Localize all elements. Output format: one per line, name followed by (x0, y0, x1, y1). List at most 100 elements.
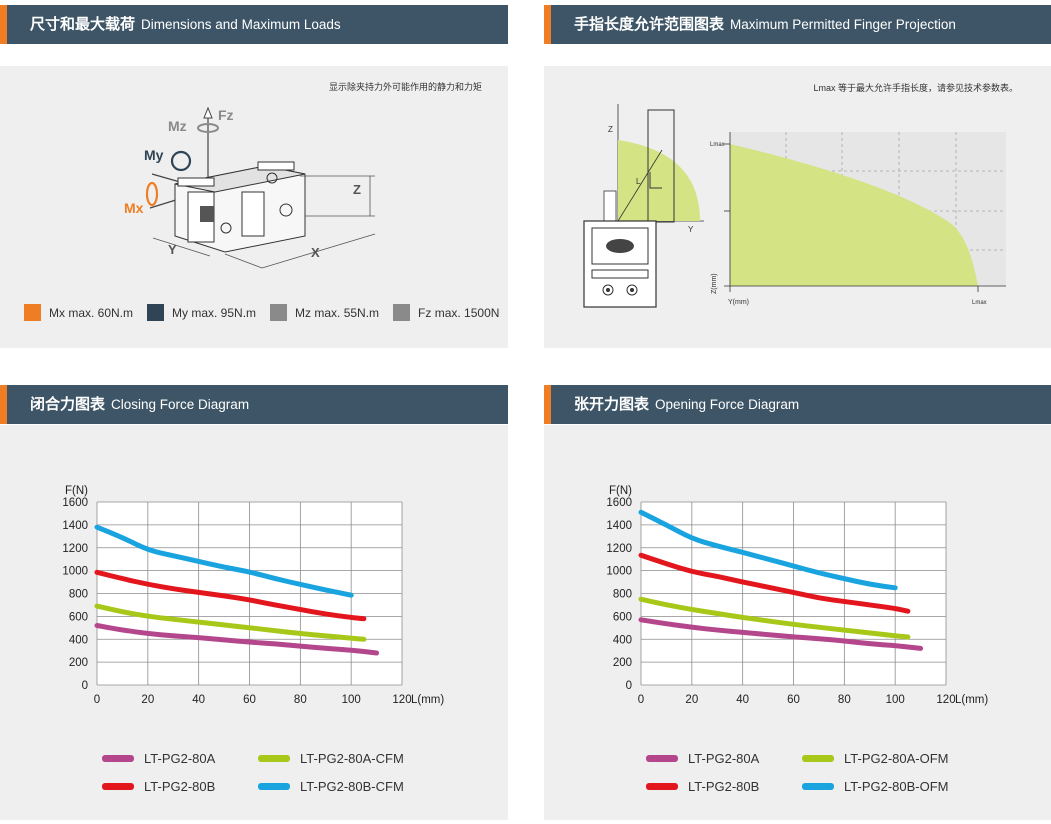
y-axis-label: F(N) (609, 485, 632, 497)
x-tick-label: 120 (936, 694, 955, 706)
closing-title-en: Closing Force Diagram (111, 397, 250, 412)
finger-note: Lmax 等于最大允许手指长度，请参见技术参数表。 (813, 82, 1018, 93)
header-accent (0, 5, 7, 44)
legend-item-80b-cfm: LT-PG2-80B-CFM (258, 779, 404, 794)
finger-y-label: Y (688, 225, 694, 234)
x-dim-label: X (311, 245, 320, 260)
my-legend-label: My max. 95N.m (172, 305, 257, 320)
finger-l-label: L (636, 177, 641, 186)
x-tick-label: 40 (192, 694, 205, 706)
y-axis-label: F(N) (65, 485, 88, 497)
series-line-lt-pg2-80b-ofm (638, 509, 898, 591)
closing-panel: 0 200 400 600 800 1000 1200 1400 1600 0 20 40 60 80 10… (0, 425, 508, 820)
legend-item-80a: LT-PG2-80A (102, 751, 215, 766)
dimensions-panel: 显示除夹持力外可能作用的静力和力矩 Mz Fz My Mx Z Y (0, 66, 508, 348)
x-tick-label: 100 (342, 694, 361, 706)
y-tick-label: 800 (613, 589, 632, 601)
gripper-iso-drawing: 显示除夹持力外可能作用的静力和力矩 Mz Fz My Mx Z Y (124, 81, 482, 269)
y-tick-label: 0 (82, 680, 88, 692)
z-dim-label: Z (353, 182, 361, 197)
legend-swatch (258, 755, 290, 762)
dimensions-title-cn: 尺寸和最大载荷 (30, 16, 136, 33)
mz-legend-label: Mz max. 55N.m (295, 305, 380, 320)
y-tick-label: 1400 (62, 520, 88, 532)
legend-label: LT-PG2-80B (144, 779, 216, 794)
legend-swatch (802, 783, 834, 790)
header-accent (0, 385, 7, 424)
legend-label: LT-PG2-80A (688, 751, 760, 766)
x-tick-label: 40 (736, 694, 749, 706)
finger-title-cn: 手指长度允许范围图表 (574, 16, 725, 33)
legend-swatch (258, 783, 290, 790)
legend-item-80b: LT-PG2-80B (102, 779, 215, 794)
legend-item-80a-ofm: LT-PG2-80A-OFM (802, 751, 949, 766)
finger-title-en: Maximum Permitted Finger Projection (730, 17, 956, 32)
opening-force-chart: 0 200 400 600 800 1000 1200 1400 1600 0 20 40 60 80 10… (606, 485, 988, 706)
mz-legend-swatch (270, 304, 288, 321)
loads-legend: Mx max. 60N.m My max. 95N.m Mz max. 55N.… (24, 304, 499, 321)
y-tick-label: 1000 (606, 566, 632, 578)
legend-label: LT-PG2-80A-OFM (844, 751, 949, 766)
y-tick-label: 1600 (606, 497, 632, 509)
x-tick-label: 0 (638, 694, 644, 706)
opening-title-en: Opening Force Diagram (655, 397, 800, 412)
series-line-lt-pg2-80a (638, 617, 924, 651)
legend-swatch (802, 755, 834, 762)
closing-header: 闭合力图表 Closing Force Diagram (0, 385, 508, 424)
fz-label: Fz (218, 107, 234, 123)
legend-label: LT-PG2-80B-CFM (300, 779, 404, 794)
y-tick-label: 1200 (606, 543, 632, 555)
legend-swatch (646, 755, 678, 762)
legend-swatch (646, 783, 678, 790)
closing-title-cn: 闭合力图表 (30, 396, 106, 413)
dimensions-header: 尺寸和最大载荷 Dimensions and Maximum Loads (0, 5, 508, 44)
y-tick-label: 600 (613, 611, 632, 623)
legend-label: LT-PG2-80A-CFM (300, 751, 404, 766)
legend-label: LT-PG2-80B-OFM (844, 779, 949, 794)
series-line-lt-pg2-80a-ofm (638, 596, 911, 640)
z-mm-label: Z(mm) (711, 273, 718, 294)
legend-swatch (102, 783, 134, 790)
my-legend-swatch (147, 304, 165, 321)
y-dim-label: Y (168, 242, 177, 257)
mx-legend-label: Mx max. 60N.m (49, 305, 134, 320)
series-line-lt-pg2-80b-cfm (94, 524, 354, 598)
y-tick-label: 1600 (62, 497, 88, 509)
finger-projection-drawing: Lmax 等于最大允许手指长度，请参见技术参数表。 Z Y L (583, 82, 1018, 308)
y-tick-label: 1000 (62, 566, 88, 578)
header-accent (544, 385, 551, 424)
legend-label: LT-PG2-80A (144, 751, 216, 766)
finger-header: 手指长度允许范围图表 Maximum Permitted Finger Proje… (544, 5, 1051, 44)
legend-label: LT-PG2-80B (688, 779, 760, 794)
legend-item-80b: LT-PG2-80B (646, 779, 759, 794)
x-axis-label: L(mm) (411, 694, 444, 706)
dimensions-note: 显示除夹持力外可能作用的静力和力矩 (329, 81, 482, 92)
y-tick-label: 200 (613, 657, 632, 669)
legend-item-80a-cfm: LT-PG2-80A-CFM (258, 751, 404, 766)
x-tick-label: 0 (94, 694, 100, 706)
y-tick-label: 800 (69, 589, 88, 601)
x-tick-label: 100 (886, 694, 905, 706)
series-line-lt-pg2-80a (94, 623, 380, 656)
x-tick-label: 120 (392, 694, 411, 706)
opening-title-cn: 张开力图表 (574, 396, 650, 413)
x-tick-label: 80 (838, 694, 851, 706)
closing-force-chart: 0 200 400 600 800 1000 1200 1400 1600 0 20 40 60 80 10… (62, 485, 444, 706)
x-tick-label: 20 (685, 694, 698, 706)
mz-label: Mz (168, 118, 187, 134)
y-mm-label: Y(mm) (728, 299, 749, 306)
y-tick-label: 600 (69, 611, 88, 623)
legend-item-80b-ofm: LT-PG2-80B-OFM (802, 779, 949, 794)
opening-panel: 0 200 400 600 800 1000 1200 1400 1600 0 20 40 60 80 10… (544, 425, 1051, 820)
x-tick-label: 80 (294, 694, 307, 706)
y-tick-label: 200 (69, 657, 88, 669)
header-accent (544, 5, 551, 44)
x-axis-label: L(mm) (955, 694, 988, 706)
y-tick-label: 400 (613, 634, 632, 646)
y-tick-label: 0 (626, 680, 632, 692)
lmax-bottom-label: Lmax (972, 300, 987, 306)
x-tick-label: 60 (787, 694, 800, 706)
my-label: My (144, 147, 164, 163)
finger-z-label: Z (608, 125, 613, 134)
lmax-top-label: Lmax (710, 142, 725, 148)
